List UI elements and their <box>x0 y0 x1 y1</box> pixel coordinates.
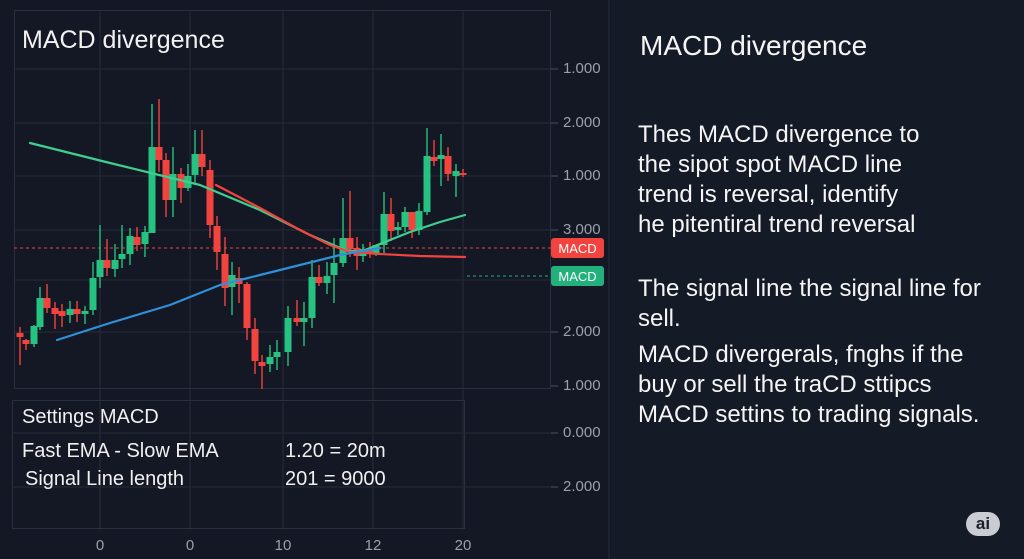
indicator-lines <box>28 141 467 342</box>
description-paragraph-1: Thes MACD divergence to the sipot spot MA… <box>638 120 1018 240</box>
x-axis-label: 20 <box>454 537 472 554</box>
signal-line-length-value: 201 = 9000 <box>285 468 386 490</box>
description-paragraph-3: MACD divergerals, fnghs if the buy or sel… <box>638 340 1018 430</box>
price-level-lines <box>14 247 551 277</box>
panel-divider <box>608 0 610 559</box>
settings-frame <box>12 400 465 529</box>
ai-badge[interactable]: ai <box>966 512 1000 536</box>
y-axis-label: 2.000 <box>563 114 601 131</box>
description-line: he pitentiral trend reversal <box>638 211 916 238</box>
y-axis-label: 2.000 <box>563 478 601 495</box>
candlestick-chart[interactable] <box>0 0 610 559</box>
x-axis-label: 0 <box>185 537 195 554</box>
description-line: MACD settins to trading signals. <box>638 401 980 428</box>
description-line: the sipot spot MACD line <box>638 151 903 178</box>
x-axis-label: 12 <box>364 537 382 554</box>
y-axis-label: 1.000 <box>563 167 601 184</box>
settings-title: Settings MACD <box>22 406 159 428</box>
y-axis-label: 0.000 <box>563 424 601 441</box>
description-line: The signal line the signal line for <box>638 275 981 302</box>
description-title: MACD divergence <box>640 30 868 61</box>
y-axis-label: 1.000 <box>563 377 601 394</box>
y-axis-label: 3.000 <box>563 221 601 238</box>
description-line: sell. <box>638 305 681 332</box>
candlesticks <box>16 99 467 389</box>
description-panel <box>611 0 1024 559</box>
description-line: Thes MACD divergence to <box>638 121 920 148</box>
y-axis-label: 1.000 <box>563 60 601 77</box>
fast-slow-ema-label: Fast EMA - Slow EMA <box>22 440 219 462</box>
description-line: buy or sell the traCD sttipcs <box>638 371 932 398</box>
y-axis-label: 2.000 <box>563 323 601 340</box>
signal-line-length-label: Signal Line length <box>25 468 185 490</box>
description-paragraph-2: The signal line the signal line for sell. <box>638 274 1018 334</box>
macd-price-tag: MACD <box>551 238 604 258</box>
fast-slow-ema-value: 1.20 = 20m <box>285 440 386 462</box>
x-axis-label: 10 <box>274 537 292 554</box>
chart-title: MACD divergence <box>22 26 225 54</box>
signal-price-tag: MACD <box>551 266 604 286</box>
x-axis-label: 0 <box>95 537 105 554</box>
description-line: MACD divergerals, fnghs if the <box>638 341 964 368</box>
description-line: trend is reversal, identify <box>638 181 899 208</box>
